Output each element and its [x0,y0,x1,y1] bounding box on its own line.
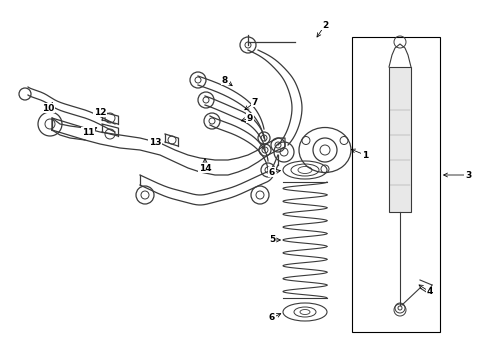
Text: 6: 6 [269,314,275,323]
Text: 6: 6 [269,167,275,176]
Text: 7: 7 [252,98,258,107]
Text: 10: 10 [42,104,54,112]
Text: 12: 12 [94,108,106,117]
Bar [389,67,411,212]
Text: 13: 13 [149,138,161,147]
Text: 5: 5 [269,235,275,244]
Text: 8: 8 [222,76,228,85]
Text: 1: 1 [362,150,368,159]
Text: 3: 3 [465,171,471,180]
Bar [352,37,440,332]
Text: 14: 14 [198,163,211,172]
Text: 2: 2 [322,21,328,30]
Text: 11: 11 [82,127,94,136]
Text: 4: 4 [427,288,433,297]
Text: 9: 9 [247,113,253,122]
